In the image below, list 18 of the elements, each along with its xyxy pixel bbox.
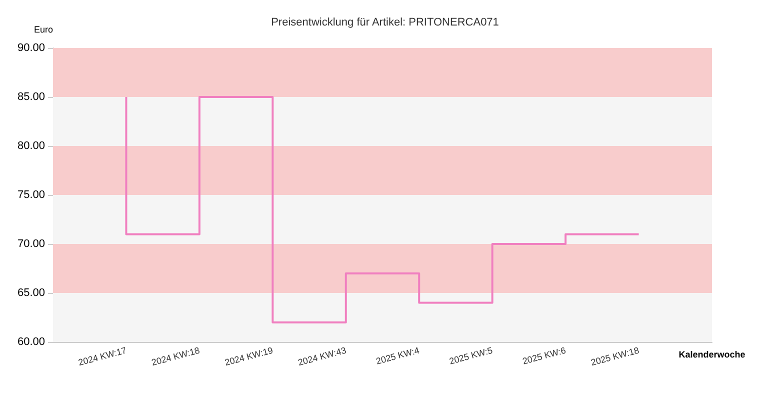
x-tick-label: 2024 KW:18 xyxy=(150,345,201,368)
y-tick-label: 60.00 xyxy=(17,336,45,348)
chart-title: Preisentwicklung für Artikel: PRITONERCA071 xyxy=(271,16,499,28)
y-tick-label: 90.00 xyxy=(17,42,45,54)
x-tick-label: 2025 KW:6 xyxy=(521,345,567,366)
y-tick-label: 85.00 xyxy=(17,91,45,103)
y-tick-label: 70.00 xyxy=(17,238,45,250)
y-tick-label: 65.00 xyxy=(17,287,45,299)
x-tick-label: 2024 KW:17 xyxy=(77,345,128,368)
x-axis-title: Kalenderwoche xyxy=(678,350,746,360)
x-tick-label: 2025 KW:18 xyxy=(590,345,640,368)
y-tick-label: 80.00 xyxy=(17,140,45,152)
y-axis-title: Euro xyxy=(34,24,53,34)
x-tick-label: 2025 KW:4 xyxy=(374,345,420,366)
x-tick-label: 2024 KW:43 xyxy=(296,345,348,368)
y-tick-label: 75.00 xyxy=(17,189,45,201)
x-tick-label: 2024 KW:19 xyxy=(224,345,274,368)
x-tick-label: 2025 KW:5 xyxy=(448,345,494,366)
